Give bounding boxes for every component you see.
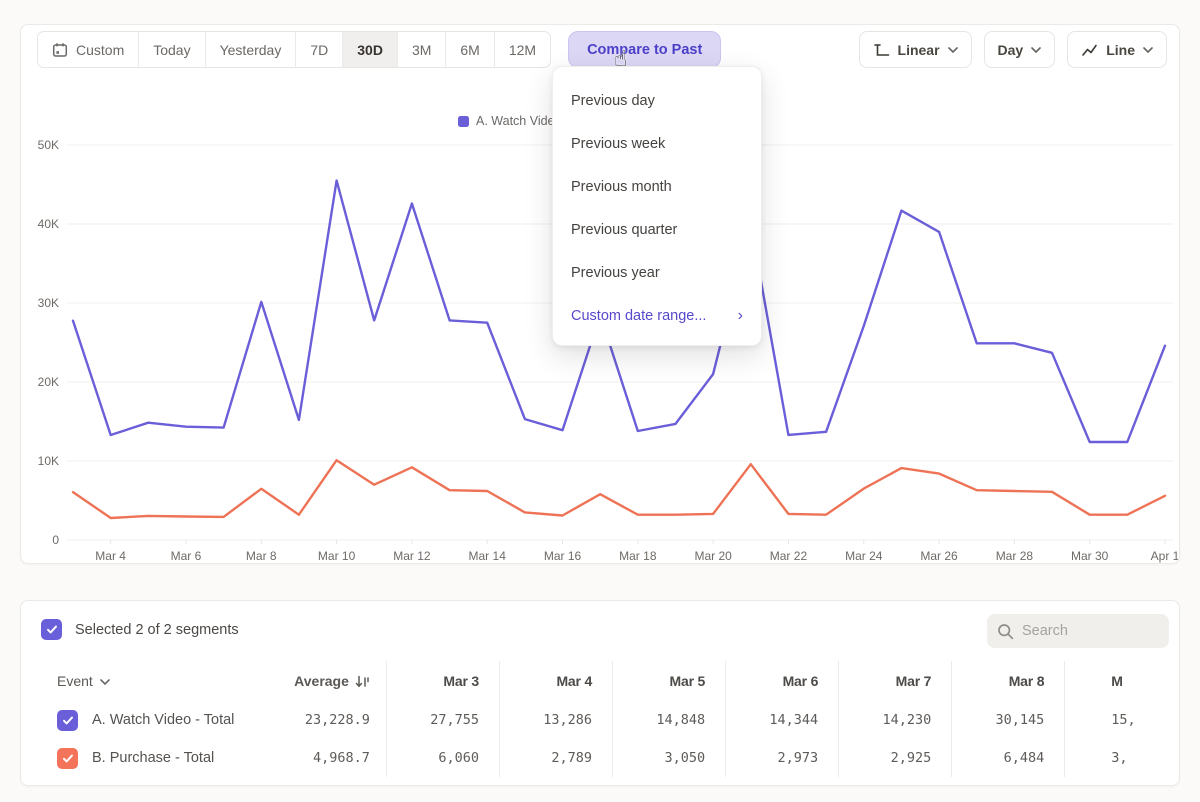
svg-text:Mar 20: Mar 20 [694, 549, 732, 563]
table-header-row: Event Average Mar 3 Mar 4 Mar 5 Mar 6 Ma… [21, 661, 1179, 701]
menu-item-previous-week[interactable]: Previous week [553, 122, 761, 165]
cell-mar-8: 30,145 [951, 701, 1064, 739]
column-header-mar-5[interactable]: Mar 5 [612, 661, 725, 701]
range-30d-active[interactable]: 30D [343, 32, 398, 67]
cell-clipped: 3, [1064, 739, 1179, 777]
svg-text:10K: 10K [38, 454, 59, 468]
cell-mar-8: 6,484 [951, 739, 1064, 777]
cell-mar-4: 2,789 [499, 739, 612, 777]
cell-mar-6: 2,973 [725, 739, 838, 777]
cell-mar-7: 14,230 [838, 701, 951, 739]
column-header-mar-8[interactable]: Mar 8 [951, 661, 1064, 701]
column-header-mar-3[interactable]: Mar 3 [386, 661, 499, 701]
svg-text:Mar 28: Mar 28 [996, 549, 1034, 563]
range-12m[interactable]: 12M [495, 32, 550, 67]
search-icon [997, 623, 1014, 640]
interval-select-button[interactable]: Day [984, 31, 1056, 68]
chevron-down-icon [100, 679, 110, 685]
cell-mar-6: 14,344 [725, 701, 838, 739]
segments-table-card: Selected 2 of 2 segments Event Average M… [20, 600, 1180, 786]
range-yesterday[interactable]: Yesterday [206, 32, 297, 67]
cell-clipped: 15, [1064, 701, 1179, 739]
column-header-clipped[interactable]: M [1064, 661, 1179, 701]
compare-dropdown-menu: Previous day Previous week Previous mont… [552, 66, 762, 346]
range-3m[interactable]: 3M [398, 32, 446, 67]
chevron-down-icon [1143, 47, 1153, 53]
svg-text:Mar 26: Mar 26 [920, 549, 958, 563]
svg-text:Mar 10: Mar 10 [318, 549, 356, 563]
svg-text:30K: 30K [38, 296, 59, 310]
svg-text:40K: 40K [38, 217, 59, 231]
menu-item-previous-year[interactable]: Previous year [553, 251, 761, 294]
cell-mar-4: 13,286 [499, 701, 612, 739]
row-checkbox-purchase[interactable] [57, 748, 78, 769]
svg-text:50K: 50K [38, 138, 59, 152]
range-today[interactable]: Today [139, 32, 205, 67]
scale-select-button[interactable]: Linear [859, 31, 972, 68]
menu-item-previous-month[interactable]: Previous month [553, 165, 761, 208]
row-label: A. Watch Video - Total [92, 712, 234, 728]
selected-segments-label: Selected 2 of 2 segments [75, 622, 239, 638]
checkbox-check-icon [62, 753, 74, 764]
menu-item-custom-date-range[interactable]: Custom date range... › [553, 294, 761, 337]
svg-text:Mar 24: Mar 24 [845, 549, 883, 563]
range-custom[interactable]: Custom [38, 32, 139, 67]
chevron-down-icon [948, 47, 958, 53]
chart-type-select-button[interactable]: Line [1067, 31, 1167, 68]
column-header-mar-4[interactable]: Mar 4 [499, 661, 612, 701]
svg-text:Mar 30: Mar 30 [1071, 549, 1109, 563]
svg-text:0: 0 [52, 533, 59, 547]
svg-text:Mar 22: Mar 22 [770, 549, 808, 563]
column-header-mar-6[interactable]: Mar 6 [725, 661, 838, 701]
cell-mar-3: 27,755 [386, 701, 499, 739]
row-checkbox-watch-video[interactable] [57, 710, 78, 731]
svg-text:Mar 12: Mar 12 [393, 549, 431, 563]
cell-mar-5: 14,848 [612, 701, 725, 739]
cell-average: 23,228.9 [252, 712, 386, 728]
search-input[interactable] [1022, 623, 1152, 639]
calendar-icon [52, 42, 68, 58]
date-range-selector: Custom Today Yesterday 7D 30D 3M 6M 12M [37, 31, 551, 68]
menu-item-previous-day[interactable]: Previous day [553, 79, 761, 122]
svg-text:Mar 8: Mar 8 [246, 549, 277, 563]
cell-mar-3: 6,060 [386, 739, 499, 777]
chart-toolbar: Custom Today Yesterday 7D 30D 3M 6M 12M … [21, 25, 1179, 69]
row-label: B. Purchase - Total [92, 750, 214, 766]
column-header-mar-7[interactable]: Mar 7 [838, 661, 951, 701]
svg-text:Mar 6: Mar 6 [171, 549, 202, 563]
search-box[interactable] [987, 614, 1169, 648]
cell-mar-7: 2,925 [838, 739, 951, 777]
compare-to-past-button[interactable]: Compare to Past [568, 31, 721, 68]
cell-mar-5: 3,050 [612, 739, 725, 777]
chevron-down-icon [1031, 47, 1041, 53]
column-header-average[interactable]: Average [252, 673, 386, 689]
range-7d[interactable]: 7D [296, 32, 343, 67]
svg-text:Mar 18: Mar 18 [619, 549, 657, 563]
table-row-watch-video: A. Watch Video - Total 23,228.9 27,755 1… [21, 701, 1179, 739]
svg-text:20K: 20K [38, 375, 59, 389]
chevron-right-icon: › [738, 307, 743, 325]
cell-average: 4,968.7 [252, 750, 386, 766]
svg-text:Apr 1: Apr 1 [1151, 549, 1180, 563]
checkbox-check-icon [46, 624, 58, 635]
linear-scale-icon [873, 42, 890, 58]
sort-descending-icon [355, 674, 370, 689]
select-all-checkbox[interactable] [41, 619, 62, 640]
menu-item-previous-quarter[interactable]: Previous quarter [553, 208, 761, 251]
svg-text:Mar 16: Mar 16 [544, 549, 582, 563]
chart-type-line-icon [1081, 42, 1098, 58]
checkbox-check-icon [62, 715, 74, 726]
segments-header-bar: Selected 2 of 2 segments [21, 601, 1179, 661]
range-6m[interactable]: 6M [446, 32, 494, 67]
table-row-purchase: B. Purchase - Total 4,968.7 6,060 2,789 … [21, 739, 1179, 777]
range-label: Custom [76, 42, 124, 58]
svg-text:Mar 14: Mar 14 [469, 549, 507, 563]
svg-text:Mar 4: Mar 4 [95, 549, 126, 563]
column-header-event[interactable]: Event [21, 673, 252, 689]
